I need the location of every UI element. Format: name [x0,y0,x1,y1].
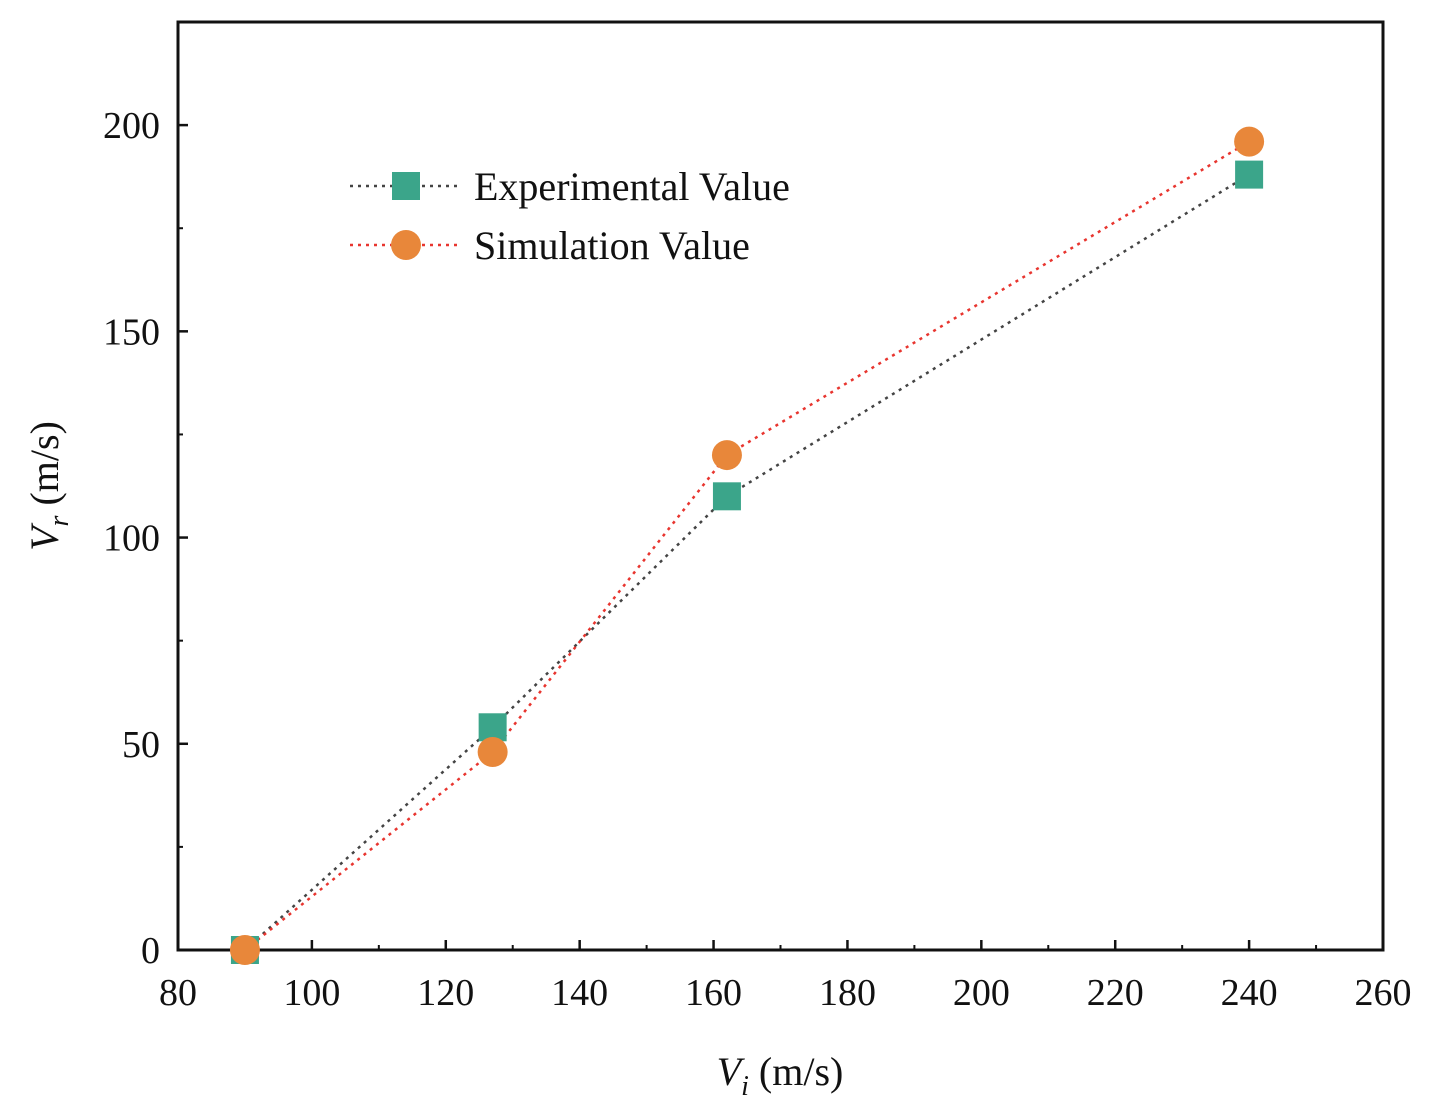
x-tick-label: 140 [551,972,608,1014]
legend-marker-simulation [391,230,421,260]
x-tick-label: 220 [1087,972,1144,1014]
x-tick-label: 180 [819,972,876,1014]
x-tick-label: 200 [953,972,1010,1014]
data-point-experimental [478,713,507,742]
x-tick-label: 100 [283,972,340,1014]
y-tick-label: 0 [141,930,160,972]
data-point-experimental [1235,160,1264,189]
x-axis-unit: (m/s) [749,1049,843,1094]
data-point-simulation [477,737,508,768]
y-axis-unit: (m/s) [22,421,67,515]
y-tick-label: 150 [103,311,160,353]
data-point-experimental [712,482,741,511]
x-tick-label: 120 [417,972,474,1014]
legend-marker-experimental [392,172,420,200]
y-axis-title: Vr (m/s) [22,421,75,551]
data-point-simulation [1234,126,1265,157]
x-tick-label: 80 [159,972,197,1014]
x-axis: 80 100 120 140 160 180 200 220 240 260 [159,940,1412,1014]
legend-label-simulation: Simulation Value [474,223,750,268]
series-layer [229,126,1265,965]
y-tick-label: 200 [103,105,160,147]
x-axis-title: Vi (m/s) [717,1049,844,1102]
y-tick-label: 50 [122,724,160,766]
x-tick-label: 160 [685,972,742,1014]
y-axis: 0 50 100 150 200 [103,21,188,972]
y-tick-label: 100 [103,518,160,560]
x-axis-subscript: i [741,1071,749,1102]
y-axis-subscript: r [44,515,75,526]
y-axis-symbol: V [22,522,67,551]
x-axis-symbol: V [717,1049,746,1094]
x-tick-label: 260 [1355,972,1412,1014]
plot-frame [176,20,1385,952]
series-line-0 [244,173,1250,951]
series-line-1 [244,140,1250,951]
legend: Experimental Value Simulation Value [350,164,790,268]
data-point-simulation [229,935,260,965]
legend-label-experimental: Experimental Value [474,164,790,209]
data-point-simulation [711,440,742,471]
x-tick-label: 240 [1221,972,1278,1014]
